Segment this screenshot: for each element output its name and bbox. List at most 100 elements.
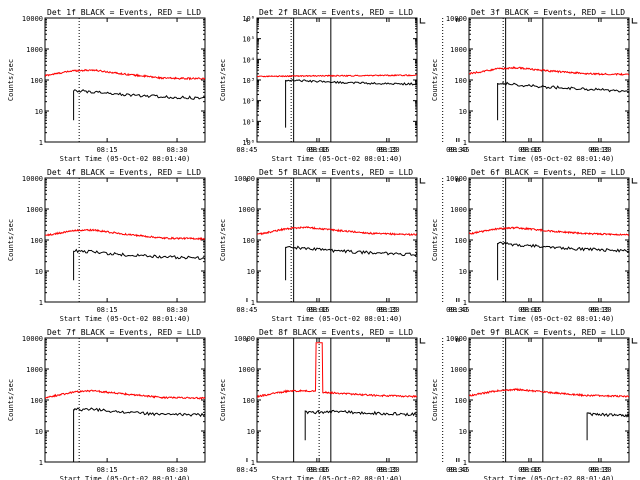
x-tick-label: 09:15 <box>376 146 397 154</box>
y-tick-label: 10² <box>242 98 255 106</box>
y-tick-label: 1 <box>463 299 467 307</box>
plot-frame <box>256 17 418 143</box>
panel-title: Det 6f BLACK = Events, RED = LLD <box>471 168 625 177</box>
x-tick-label: 08:45 <box>448 466 469 474</box>
y-tick-label: 1 <box>463 459 467 467</box>
y-axis-label: Counts/sec <box>7 219 15 261</box>
y-axis-label: Counts/sec <box>431 219 439 261</box>
x-tick-label: 09:15 <box>588 466 609 474</box>
panel-3: Det 3f BLACK = Events, RED = LLD 1 10 100 10… <box>431 8 630 163</box>
y-axis-label: Counts/sec <box>431 59 439 101</box>
lld-series-line <box>45 389 205 400</box>
y-tick-label: 1 <box>463 139 467 147</box>
y-tick-label: 10000 <box>22 175 43 183</box>
x-axis-label: Start Time (05-Oct-02 08:01:40) <box>484 155 615 163</box>
x-tick-label: 09:30 <box>446 306 467 314</box>
y-tick-label: 10 <box>247 268 255 276</box>
panel-title: Det 5f BLACK = Events, RED = LLD <box>259 168 413 177</box>
y-axis-label: Counts/sec <box>7 59 15 101</box>
x-tick-label: 08:30 <box>378 466 399 474</box>
panel-title: Det 3f BLACK = Events, RED = LLD <box>471 8 625 17</box>
x-tick-label: 08:45 <box>448 146 469 154</box>
panel-8: Det 8f BLACK = Events, RED = LLD11010010… <box>219 328 638 480</box>
panel-title: Det 7f BLACK = Events, RED = LLD <box>47 328 201 337</box>
lld-series-line <box>469 66 629 76</box>
plot-frame <box>44 177 206 303</box>
events-series-line <box>497 81 629 121</box>
x-tick-label: 09:30 <box>446 466 467 474</box>
attenuator-marker <box>631 178 638 184</box>
y-tick-label: 10000 <box>22 335 43 343</box>
x-tick-label: 09:00 <box>306 306 327 314</box>
x-tick-label: 08:45 <box>236 306 257 314</box>
lld-series-line <box>469 226 629 237</box>
x-tick-label: 09:15 <box>588 146 609 154</box>
x-tick-label: 08:45 <box>448 306 469 314</box>
x-tick-label: 08:15 <box>97 306 118 314</box>
x-tick-label: 08:30 <box>166 306 187 314</box>
y-tick-label: 10⁶ <box>242 15 255 23</box>
y-tick-label: 100 <box>30 237 43 245</box>
y-tick-label: 1000 <box>450 366 467 374</box>
events-series-line <box>73 407 205 462</box>
panel-9: Det 9f BLACK = Events, RED = LLD 1 10 100 10… <box>431 328 630 480</box>
x-tick-label: 08:30 <box>378 146 399 154</box>
events-series-line <box>285 79 417 128</box>
y-tick-label: 1 <box>251 299 255 307</box>
x-tick-label: 08:30 <box>166 466 187 474</box>
panel-title: Det 9f BLACK = Events, RED = LLD <box>471 328 625 337</box>
y-tick-label: 1 <box>251 459 255 467</box>
y-axis-label: Counts/sec <box>7 379 15 421</box>
y-axis-label: Counts/sec <box>219 379 227 421</box>
y-tick-label: 10 <box>459 108 467 116</box>
x-tick-label: 09:00 <box>518 466 539 474</box>
attenuator-marker <box>631 338 638 344</box>
events-series-line <box>304 409 417 441</box>
x-tick-label: 08:15 <box>97 466 118 474</box>
y-tick-label: 10000 <box>446 15 467 23</box>
events-series-line <box>586 412 629 441</box>
plot-frame <box>468 337 630 463</box>
y-tick-label: 1000 <box>26 366 43 374</box>
y-axis-label: Counts/sec <box>219 59 227 101</box>
x-tick-label: 09:15 <box>588 306 609 314</box>
x-tick-label: 08:30 <box>590 306 611 314</box>
y-tick-label: 100 <box>242 397 255 405</box>
y-tick-label: 1 <box>39 459 43 467</box>
y-axis-label: Counts/sec <box>431 379 439 421</box>
x-axis-label: Start Time (05-Oct-02 08:01:40) <box>484 475 615 480</box>
y-tick-label: 100 <box>454 397 467 405</box>
y-tick-label: 1000 <box>238 206 255 214</box>
y-tick-label: 1000 <box>450 46 467 54</box>
panel-6: Det 6f BLACK = Events, RED = LLD 1 10 100 10… <box>431 168 630 323</box>
x-tick-label: 08:45 <box>236 146 257 154</box>
plot-frame <box>44 337 206 463</box>
y-tick-label: 10³ <box>242 77 255 85</box>
panel-title: Det 8f BLACK = Events, RED = LLD <box>259 328 413 337</box>
y-tick-label: 10 <box>35 428 43 436</box>
panel-title: Det 4f BLACK = Events, RED = LLD <box>47 168 201 177</box>
x-tick-label: 08:45 <box>236 466 257 474</box>
y-tick-label: 10000 <box>234 335 255 343</box>
y-tick-label: 10 <box>247 428 255 436</box>
y-tick-label: 1000 <box>450 206 467 214</box>
y-tick-label: 10¹ <box>242 118 255 126</box>
events-series-line <box>73 248 205 281</box>
attenuator-marker <box>419 178 426 184</box>
y-tick-label: 10⁴ <box>242 56 255 64</box>
y-tick-label: 10000 <box>446 175 467 183</box>
lld-series-line <box>45 228 205 241</box>
panel-title: Det 1f BLACK = Events, RED = LLD <box>47 8 201 17</box>
panel-1: Det 1f BLACK = Events, RED = LLD11010010… <box>7 8 467 163</box>
y-tick-label: 10000 <box>234 175 255 183</box>
y-tick-label: 1 <box>39 139 43 147</box>
x-axis-label: Start Time (05-Oct-02 08:01:40) <box>272 475 403 480</box>
x-tick-label: 08:15 <box>521 466 542 474</box>
y-tick-label: 100 <box>454 237 467 245</box>
x-tick-label: 09:00 <box>306 466 327 474</box>
x-axis-label: Start Time (05-Oct-02 08:01:40) <box>60 315 191 323</box>
x-axis-label: Start Time (05-Oct-02 08:01:40) <box>60 155 191 163</box>
plot-frame <box>256 337 418 463</box>
x-tick-label: 08:15 <box>309 146 330 154</box>
